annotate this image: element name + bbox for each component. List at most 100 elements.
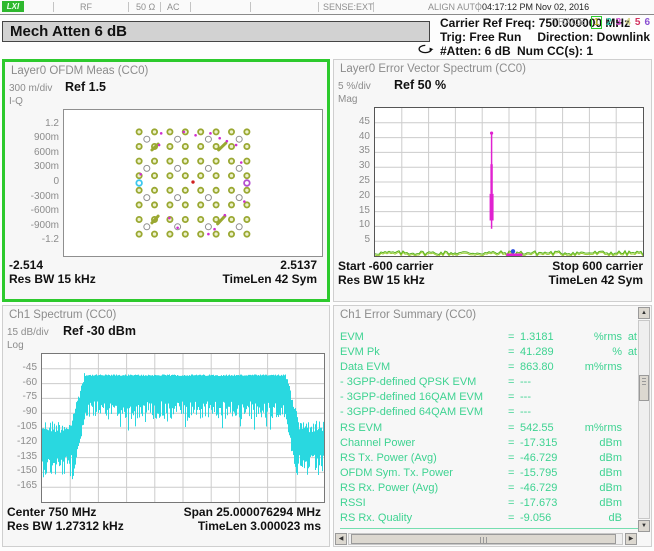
ofdm-meas-window[interactable]: Layer0 OFDM Meas (CC0) 300 m/div Ref 1.5…: [2, 59, 330, 302]
y-tick-label: 5: [324, 234, 370, 245]
y-tick-label: 1.2: [13, 118, 59, 129]
time-len: TimeLen 42 Sym: [549, 273, 644, 287]
message-bar: Mech Atten 6 dB: [2, 21, 430, 42]
y-tick-label: -75: [0, 391, 37, 402]
scroll-right-button[interactable]: ▶: [625, 533, 637, 545]
trace-5-button[interactable]: 5: [635, 17, 641, 28]
spectrum-window[interactable]: Ch1 Spectrum (CC0) 15 dB/div Ref -30 dBm…: [2, 305, 330, 547]
error-summary-table: EVM=1.3181%rmsatEVM Pk=41.289%atData EVM…: [340, 330, 637, 528]
summary-row: RS Rx. Quality=-9.056dB: [340, 511, 637, 526]
vertical-scroll-track[interactable]: [638, 320, 650, 519]
status-bar: LXI RF 50 Ω AC SENSE:EXT ALIGN AUTO 04:1…: [0, 0, 654, 15]
trace-6-button[interactable]: 6: [644, 17, 650, 28]
summary-row: RSSI=-17.673dBm: [340, 496, 637, 511]
scale-per-div: 15 dB/div: [7, 327, 49, 338]
continuous-sweep-icon: [417, 43, 435, 55]
scroll-up-button[interactable]: ▲: [638, 307, 650, 319]
res-bw: Res BW 15 kHz: [9, 272, 96, 286]
y-tick-label: 35: [324, 145, 370, 156]
y-tick-label: -45: [0, 362, 37, 373]
y-tick-label: 600m: [13, 147, 59, 158]
panel-title: Ch1 Error Summary (CC0): [340, 309, 476, 321]
summary-row: EVM=1.3181%rmsat: [340, 330, 637, 345]
scroll-down-button[interactable]: ▼: [638, 520, 650, 532]
atten-status: #Atten: 6 dB: [440, 44, 511, 58]
trace-selector: TRACE 123456: [552, 17, 650, 28]
trace-label: TRACE: [552, 17, 586, 28]
sense-ext-indicator: SENSE:EXT: [323, 2, 374, 12]
summary-row: RS Tx. Power (Avg)=-46.729dBm: [340, 451, 637, 466]
align-auto-indicator: ALIGN AUTO: [428, 2, 482, 12]
error-vector-spectrum-window[interactable]: Layer0 Error Vector Spectrum (CC0) 5 %/d…: [333, 59, 652, 302]
spectrum-plot[interactable]: [41, 353, 325, 503]
evs-plot[interactable]: [374, 107, 644, 257]
y-tick-label: -600m: [13, 205, 59, 216]
statusbar-divider: [250, 2, 251, 12]
axis-format: Mag: [338, 94, 357, 105]
summary-row: RS Rx. Power (Avg)=-46.729dBm: [340, 481, 637, 496]
trigger-status: Trig: Free Run: [440, 30, 521, 44]
time-len: TimeLen 3.000023 ms: [198, 519, 321, 533]
scale-per-div: 300 m/div: [9, 83, 52, 94]
direction-status: Direction: Downlink: [537, 30, 650, 44]
y-tick-label: -120: [0, 436, 37, 447]
x-axis-stop: Stop 600 carrier: [552, 259, 643, 273]
constellation-plot[interactable]: [63, 109, 323, 257]
y-tick-label: -135: [0, 451, 37, 462]
y-tick-label: 10: [324, 219, 370, 230]
rf-input-indicator: RF: [80, 2, 92, 12]
panel-title: Layer0 OFDM Meas (CC0): [11, 65, 148, 77]
y-tick-label: -1.2: [13, 234, 59, 245]
y-tick-label: -90: [0, 406, 37, 417]
y-tick-label: -300m: [13, 191, 59, 202]
error-summary-window[interactable]: Ch1 Error Summary (CC0) EVM=1.3181%rmsat…: [333, 305, 652, 547]
clock: 04:17:12 PM Nov 02, 2016: [482, 2, 589, 12]
trace-1-button[interactable]: 1: [591, 16, 603, 29]
summary-row: - 3GPP-defined QPSK EVM=---: [340, 375, 637, 390]
summary-row: Channel Power=-17.315dBm: [340, 436, 637, 451]
trace-3-button[interactable]: 3: [616, 17, 622, 28]
y-tick-label: 0: [13, 176, 59, 187]
center-freq: Center 750 MHz: [7, 505, 96, 519]
statusbar-divider: [128, 2, 129, 12]
table-divider: [340, 528, 640, 529]
summary-row: Data EVM=863.80m%rms: [340, 360, 637, 375]
scale-per-div: 5 %/div: [338, 81, 371, 92]
statusbar-divider: [160, 2, 161, 12]
y-tick-label: 20: [324, 190, 370, 201]
y-tick-label: 25: [324, 175, 370, 186]
y-tick-label: -105: [0, 421, 37, 432]
horizontal-scroll-thumb[interactable]: [351, 534, 616, 544]
summary-row: - 3GPP-defined 16QAM EVM=---: [340, 390, 637, 405]
scroll-left-button[interactable]: ◀: [335, 533, 347, 545]
ref-level: Ref 1.5: [65, 80, 106, 94]
horizontal-scroll-track[interactable]: [348, 533, 623, 545]
statusbar-divider: [53, 2, 54, 12]
y-tick-label: -60: [0, 377, 37, 388]
trace-2-button[interactable]: 2: [606, 17, 612, 28]
x-axis-start: Start -600 carrier: [338, 259, 433, 273]
x-axis-max: 2.5137: [280, 258, 317, 272]
y-tick-label: -900m: [13, 220, 59, 231]
axis-format: I-Q: [9, 96, 23, 107]
summary-row: RS EVM=542.55m%rms: [340, 421, 637, 436]
panel-title: Ch1 Spectrum (CC0): [9, 309, 116, 321]
ref-level: Ref 50 %: [394, 78, 446, 92]
x-axis-min: -2.514: [9, 258, 43, 272]
summary-row: OFDM Sym. Tx. Power=-15.795dBm: [340, 466, 637, 481]
summary-row: - 3GPP-defined 64QAM EVM=---: [340, 405, 637, 420]
panel-title: Layer0 Error Vector Spectrum (CC0): [340, 63, 526, 75]
y-tick-label: 40: [324, 131, 370, 142]
trace-4-button[interactable]: 4: [625, 17, 631, 28]
vertical-scroll-thumb[interactable]: [639, 375, 649, 401]
time-len: TimeLen 42 Sym: [223, 272, 318, 286]
y-tick-label: 30: [324, 160, 370, 171]
ref-level: Ref -30 dBm: [63, 324, 136, 338]
summary-row: EVM Pk=41.289%at: [340, 345, 637, 360]
res-bw: Res BW 1.27312 kHz: [7, 519, 124, 533]
coupling-indicator: AC: [167, 2, 180, 12]
y-tick-label: -165: [0, 480, 37, 491]
y-tick-label: 300m: [13, 161, 59, 172]
span: Span 25.000076294 MHz: [184, 505, 321, 519]
axis-format: Log: [7, 340, 24, 351]
